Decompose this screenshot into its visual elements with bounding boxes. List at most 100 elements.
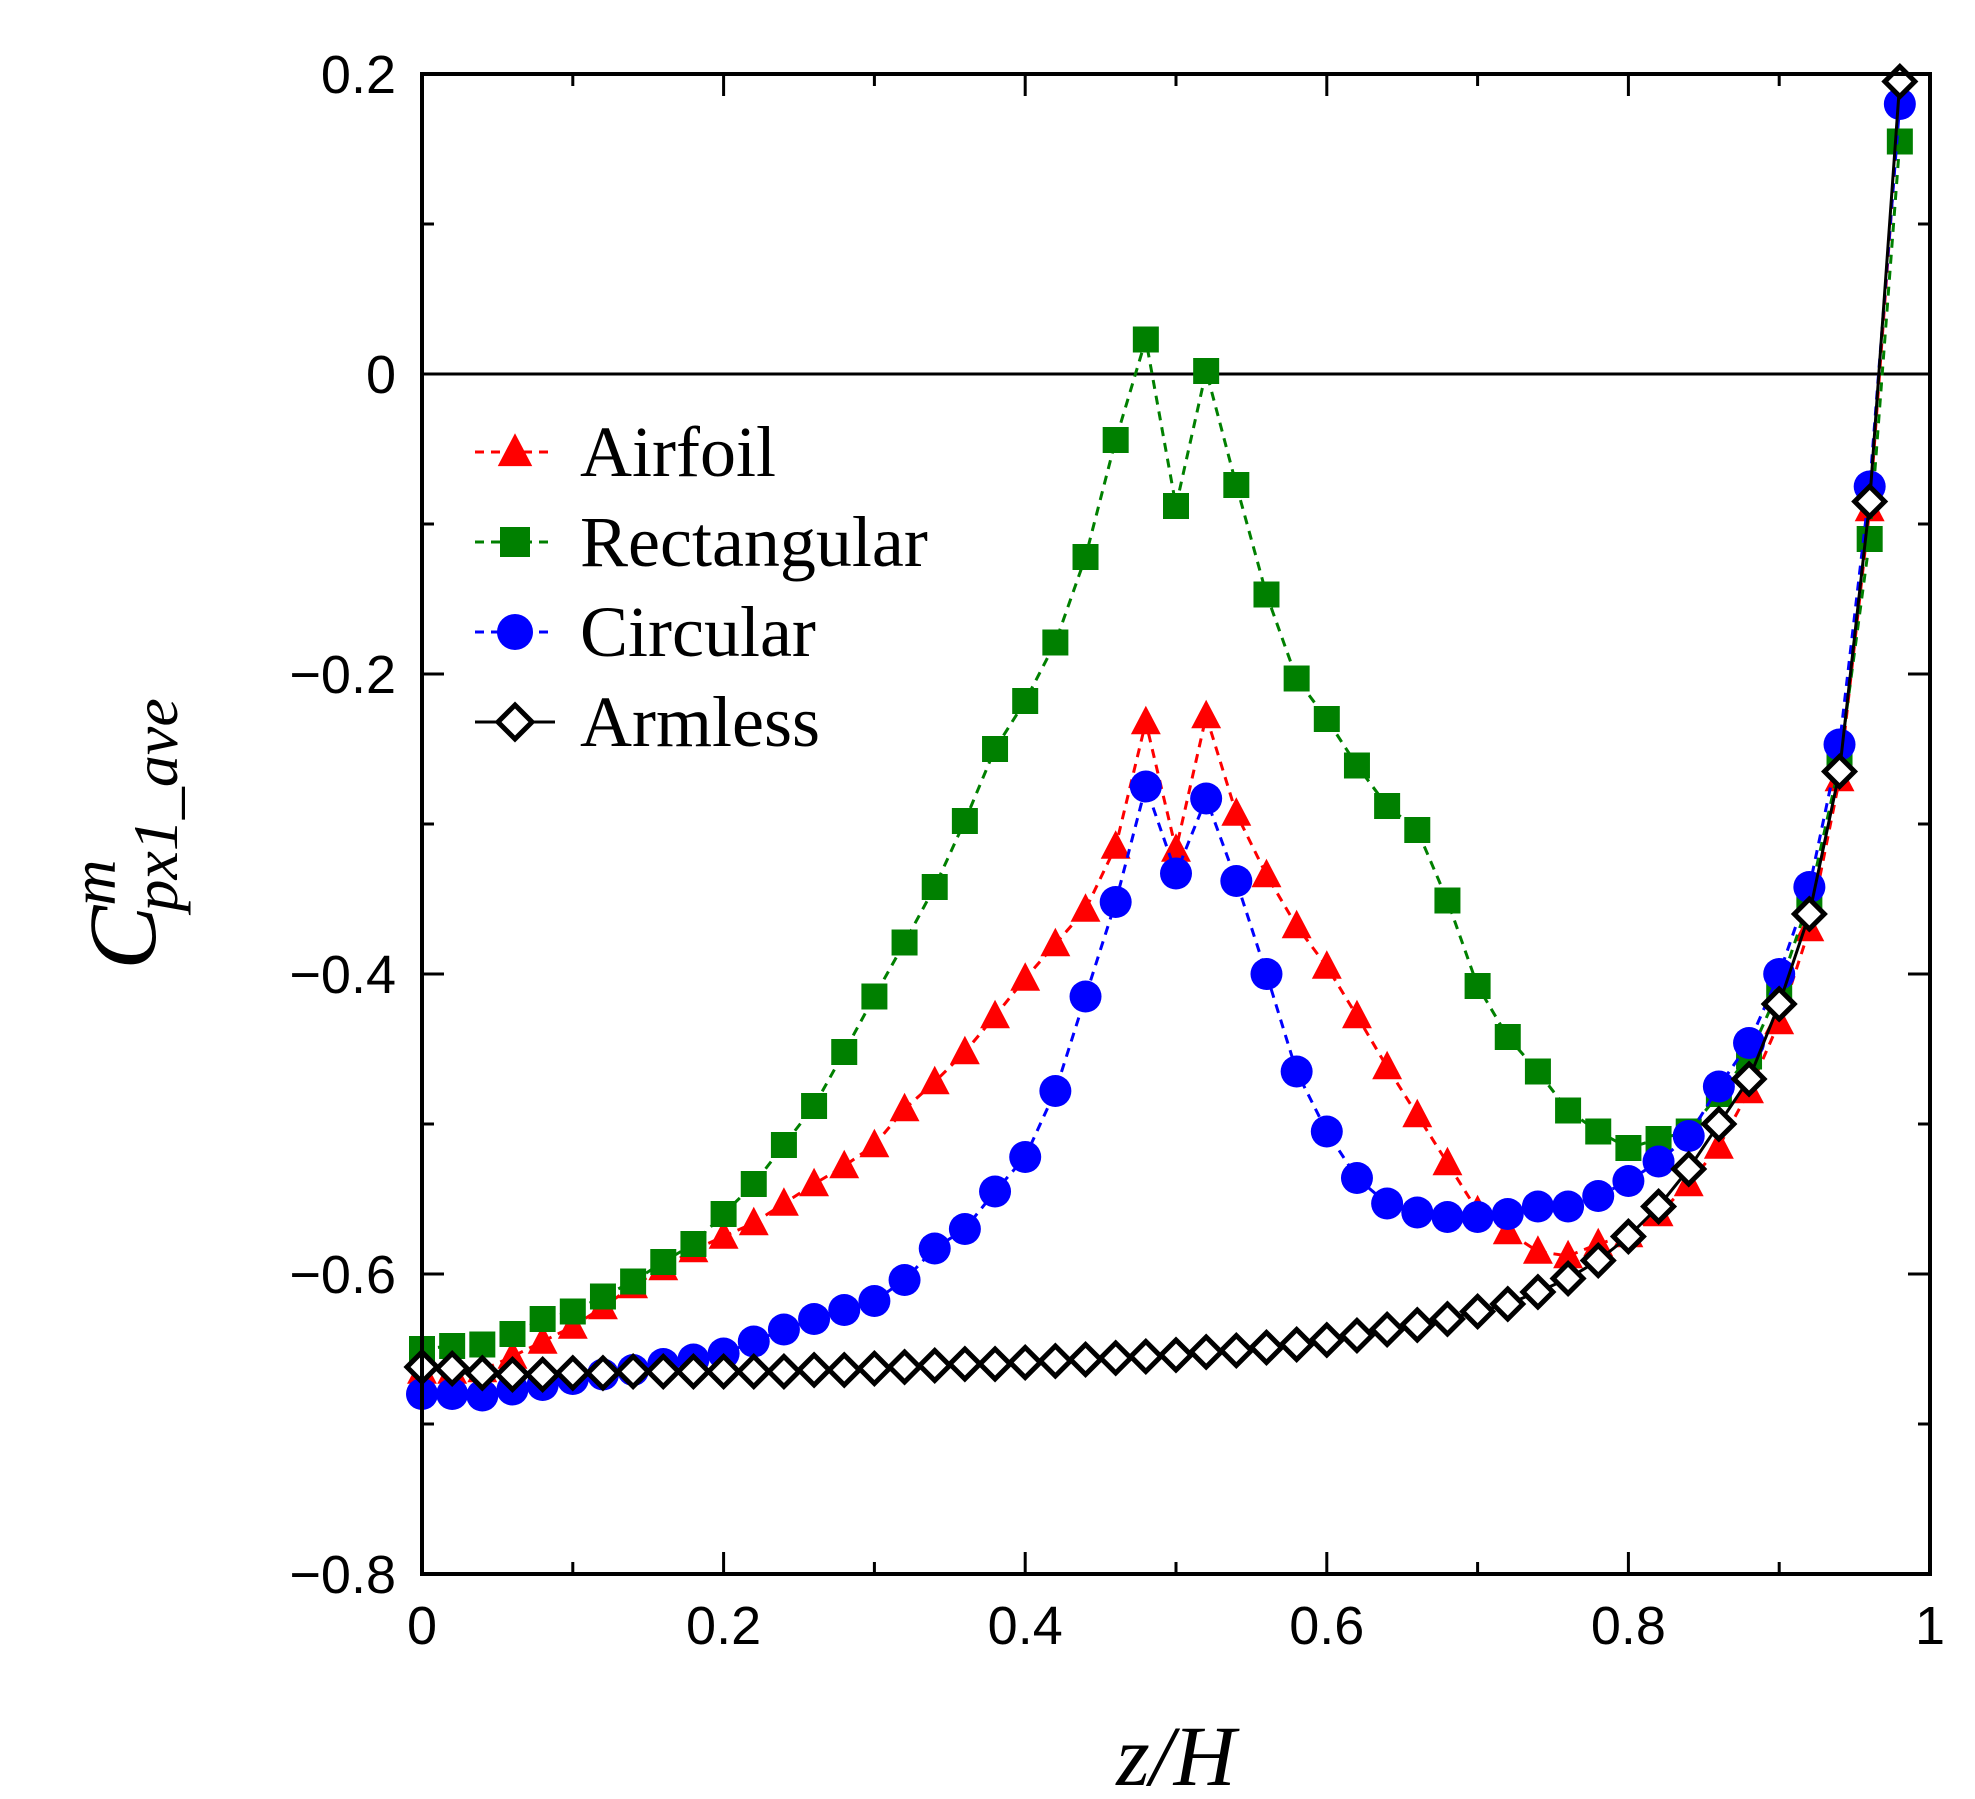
x-tick-label: 1 <box>1915 1596 1945 1656</box>
data-point-circular <box>1552 1190 1585 1223</box>
axis-ticks <box>420 72 1932 1576</box>
data-point-rectangular <box>951 808 978 834</box>
data-point-armless <box>1519 1273 1557 1311</box>
data-point-armless <box>614 1352 652 1391</box>
data-point-circular <box>1733 1027 1766 1059</box>
data-point-rectangular <box>1012 688 1039 714</box>
data-point-rectangular <box>891 929 918 956</box>
data-point-armless <box>463 1354 501 1392</box>
data-point-armless <box>1459 1292 1497 1331</box>
data-point-circular <box>1823 728 1856 761</box>
data-point-armless <box>855 1349 893 1388</box>
data-point-armless <box>1579 1241 1617 1280</box>
data-point-armless <box>524 1355 562 1394</box>
x-tick-label: 0.8 <box>1591 1596 1666 1656</box>
data-point-rectangular <box>589 1283 616 1310</box>
data-point-rectangular <box>831 1039 858 1065</box>
data-point-armless <box>1851 482 1889 521</box>
data-point-rectangular <box>770 1132 797 1158</box>
data-point-armless <box>1368 1310 1406 1349</box>
y-tick-label: −0.8 <box>289 1545 396 1605</box>
data-point-armless <box>1820 752 1859 791</box>
data-point-armless <box>1670 1150 1708 1188</box>
data-point-rectangular <box>1585 1118 1612 1145</box>
x-tick-label: 0.4 <box>988 1596 1063 1656</box>
data-point-rectangular <box>1072 544 1099 570</box>
data-point-circular <box>1129 770 1162 803</box>
data-point-armless <box>886 1348 924 1386</box>
data-point-circular <box>1461 1201 1494 1233</box>
data-point-circular <box>888 1264 921 1296</box>
data-point-airfoil <box>738 1206 769 1236</box>
series-armless <box>403 62 1919 1394</box>
data-point-rectangular <box>921 874 948 900</box>
data-point-circular <box>918 1232 951 1265</box>
data-point-airfoil <box>527 1325 558 1354</box>
data-point-airfoil <box>1221 797 1252 826</box>
data-point-circular <box>858 1285 891 1317</box>
data-point-circular <box>1009 1141 1042 1173</box>
data-point-armless <box>705 1352 743 1391</box>
legend-item-airfoil: Airfoil <box>475 412 776 492</box>
data-point-airfoil <box>1191 699 1222 729</box>
series-line-circular <box>422 103 1902 1398</box>
data-point-rectangular <box>1434 887 1461 914</box>
data-point-circular <box>436 1378 469 1410</box>
data-point-airfoil <box>1040 927 1071 957</box>
data-point-armless <box>1609 1217 1647 1256</box>
data-point-armless <box>1700 1105 1738 1143</box>
data-point-circular <box>1702 1070 1735 1103</box>
legend-marker-airfoil <box>497 433 533 467</box>
data-point-circular <box>1310 1115 1343 1148</box>
data-point-rectangular <box>1102 427 1129 453</box>
data-point-rectangular <box>1374 793 1401 819</box>
legend-label-circular: Circular <box>580 592 816 672</box>
data-point-rectangular <box>1283 665 1310 692</box>
data-point-armless <box>1157 1336 1195 1374</box>
data-point-airfoil <box>799 1167 830 1197</box>
data-point-armless <box>1398 1306 1436 1344</box>
data-point-circular <box>1642 1145 1675 1178</box>
legend-marker-armless <box>494 701 536 743</box>
x-tick-labels: 0 0.2 0.4 0.6 0.8 1 <box>407 1596 1945 1656</box>
data-point-circular <box>466 1379 499 1412</box>
y-axis-title-base: C <box>69 905 176 970</box>
data-point-circular <box>979 1175 1012 1208</box>
data-point-airfoil <box>949 1035 980 1065</box>
data-point-rectangular <box>499 1321 526 1347</box>
data-point-armless <box>1187 1333 1225 1371</box>
data-point-airfoil <box>1251 858 1282 888</box>
data-point-rectangular <box>740 1171 767 1197</box>
data-point-armless <box>946 1345 984 1383</box>
x-tick-label: 0.6 <box>1289 1596 1364 1656</box>
data-point-armless <box>1127 1337 1165 1376</box>
data-point-circular <box>1401 1196 1434 1229</box>
x-tick-label: 0.2 <box>686 1596 761 1656</box>
data-point-rectangular <box>620 1268 647 1295</box>
data-point-armless <box>1730 1060 1768 1098</box>
data-point-armless <box>795 1351 833 1389</box>
data-point-armless <box>1278 1325 1316 1364</box>
data-point-armless <box>1338 1316 1376 1355</box>
data-point-rectangular <box>1163 493 1189 519</box>
data-point-circular <box>948 1213 981 1245</box>
data-point-airfoil <box>1402 1098 1433 1128</box>
data-point-airfoil <box>1342 999 1372 1029</box>
data-point-rectangular <box>1313 706 1340 732</box>
legend-item-circular: Circular <box>475 592 816 672</box>
data-point-airfoil <box>1100 830 1131 859</box>
legend-label-airfoil: Airfoil <box>580 412 776 492</box>
y-tick-labels: −0.8 −0.6 −0.4 −0.2 0 0.2 <box>289 45 396 1605</box>
data-point-circular <box>1069 980 1102 1013</box>
y-tick-label: −0.4 <box>289 945 396 1005</box>
data-point-armless <box>1489 1285 1527 1323</box>
data-point-rectangular <box>1042 629 1069 656</box>
data-point-airfoil <box>919 1065 950 1095</box>
data-point-circular <box>1491 1198 1524 1230</box>
data-point-rectangular <box>1886 128 1913 155</box>
data-point-airfoil <box>1010 962 1041 991</box>
data-point-rectangular <box>861 983 888 1010</box>
y-axis-title-superscript: m <box>58 859 129 905</box>
